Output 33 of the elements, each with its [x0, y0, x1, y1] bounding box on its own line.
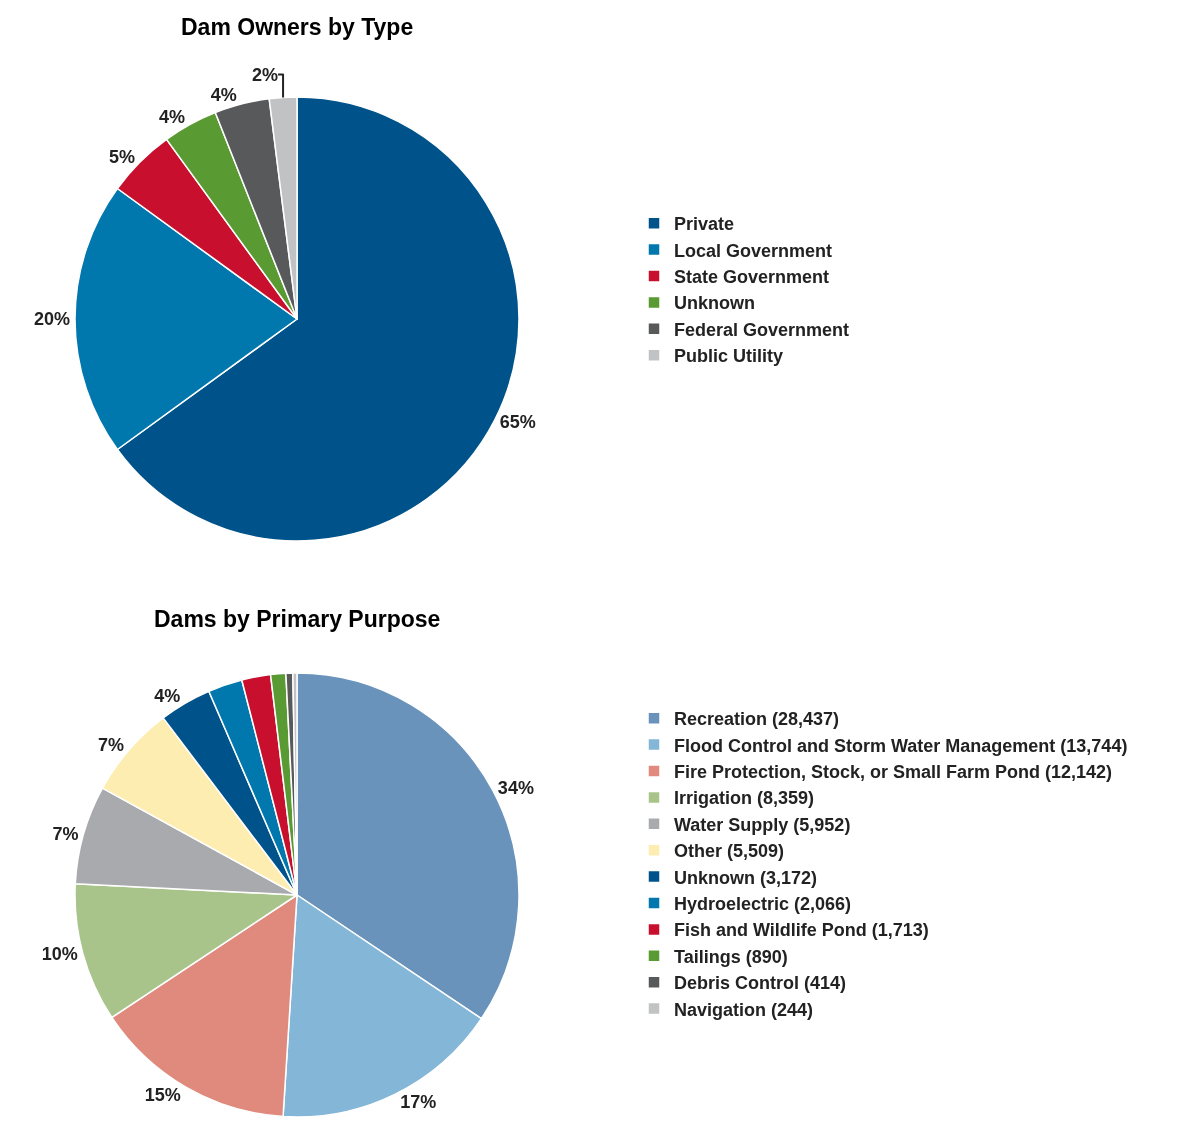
data-label: 34% — [497, 778, 534, 799]
legend-label: Unknown — [674, 293, 755, 314]
chart-title: Dam Owners by Type — [181, 14, 414, 40]
legend-label: State Government — [674, 267, 830, 288]
legend-label: Irrigation (8,359) — [674, 788, 815, 809]
legend-label: Recreation (28,437) — [674, 709, 840, 730]
legend-label: Debris Control (414) — [674, 973, 847, 994]
legend-label: Navigation (244) — [674, 999, 814, 1020]
legend-label: Flood Control and Storm Water Management (13,744) — [674, 735, 1128, 756]
legend-label: Hydroelectric (2,066) — [674, 894, 852, 915]
chart-title: Dams by Primary Purpose — [154, 606, 441, 632]
legend-label: Private — [674, 214, 735, 235]
legend-label: Unknown (3,172) — [674, 867, 818, 888]
legend-label: Tailings (890) — [674, 946, 788, 967]
legend-label: Public Utility — [674, 346, 784, 367]
legend-label: Fish and Wildlife Pond (1,713) — [674, 920, 929, 941]
legend-label: Water Supply (5,952) — [674, 814, 851, 835]
legend-label: Local Government — [674, 240, 833, 261]
data-label: 20% — [33, 309, 70, 329]
data-label: 65% — [499, 411, 536, 432]
data-label: 7% — [52, 823, 79, 844]
data-label: 5% — [109, 147, 136, 168]
data-label: 4% — [159, 106, 186, 127]
data-label: 7% — [98, 735, 125, 756]
data-label: 17% — [400, 1092, 437, 1113]
legend-label: Fire Protection, Stock, or Small Farm Pond (12,142) — [674, 762, 1113, 783]
legend-label: Federal Government — [674, 319, 850, 340]
data-label: 2% — [252, 64, 279, 85]
data-label: 15% — [144, 1084, 181, 1105]
data-label: 4% — [210, 84, 237, 105]
legend-label: Other (5,509) — [674, 841, 785, 862]
data-label: 10% — [41, 944, 78, 965]
data-label: 4% — [154, 685, 181, 706]
